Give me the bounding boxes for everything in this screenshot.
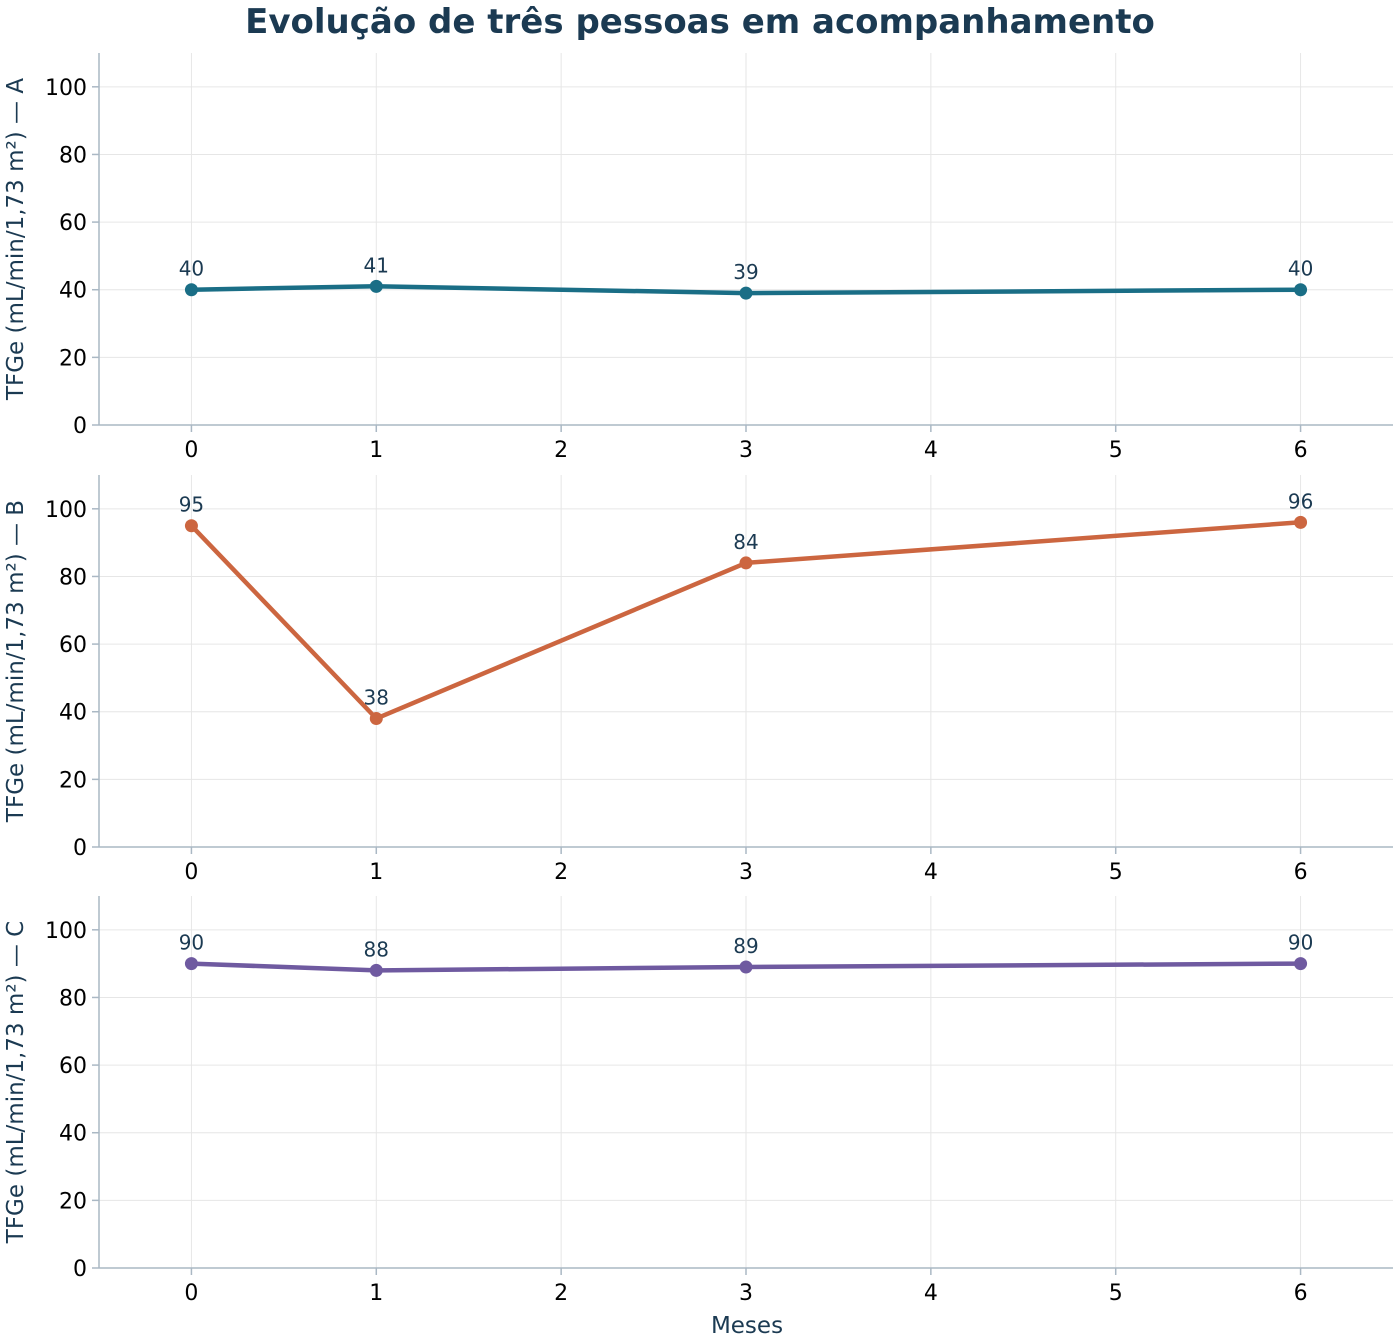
- data-point: [184, 283, 198, 297]
- data-label: 84: [733, 530, 758, 554]
- y-tick-label: 100: [45, 919, 87, 944]
- y-tick-label: 0: [73, 414, 87, 439]
- data-point: [739, 556, 753, 570]
- data-point: [1294, 283, 1308, 297]
- data-label: 89: [733, 934, 758, 958]
- x-tick-label: 5: [1109, 438, 1123, 463]
- y-tick-label: 20: [59, 768, 87, 793]
- x-axis-label: Meses: [711, 1313, 783, 1339]
- y-axis-label: TFGe (mL/min/1,73 m²) — C: [3, 921, 29, 1244]
- y-tick-label: 20: [59, 1189, 87, 1214]
- data-point: [739, 960, 753, 974]
- panel-2: 0 20 40 60 80 100 0 1 2 3 4 5 6 TFGe (mL/min/1,73 m²)…: [3, 475, 1393, 885]
- data-label: 41: [364, 253, 389, 277]
- panel-1: 0 20 40 60 80 100 0 1 2 3 4 5 6 TFGe (mL/min/1,73 m²)…: [3, 53, 1393, 463]
- x-tick-label: 6: [1294, 860, 1308, 885]
- y-tick-label: 40: [59, 701, 87, 726]
- y-axis-label: TFGe (mL/min/1,73 m²) — A: [3, 78, 29, 401]
- y-tick-label: 40: [59, 279, 87, 304]
- data-point: [184, 957, 198, 971]
- data-label: 90: [1288, 931, 1313, 955]
- x-tick-label: 3: [739, 860, 753, 885]
- data-point: [184, 519, 198, 533]
- data-label: 38: [364, 685, 389, 709]
- y-tick-label: 60: [59, 633, 87, 658]
- x-tick-label: 5: [1109, 860, 1123, 885]
- y-tick-label: 20: [59, 346, 87, 371]
- x-tick-label: 4: [924, 860, 938, 885]
- x-tick-label: 3: [739, 438, 753, 463]
- data-label: 90: [179, 931, 204, 955]
- x-tick-label: 5: [1109, 1281, 1123, 1306]
- data-point: [739, 286, 753, 300]
- data-label: 88: [364, 937, 389, 961]
- data-label: 96: [1288, 489, 1313, 513]
- x-tick-label: 4: [924, 438, 938, 463]
- y-tick-label: 80: [59, 986, 87, 1011]
- y-tick-label: 80: [59, 565, 87, 590]
- y-tick-label: 100: [45, 498, 87, 523]
- panel-3: 0 20 40 60 80 100 0 1 2 3 4 5 6 TFGe (mL/min/1,73 m²)…: [3, 896, 1393, 1306]
- x-tick-label: 1: [369, 438, 383, 463]
- data-point: [369, 711, 383, 725]
- x-tick-label: 3: [739, 1281, 753, 1306]
- x-tick-label: 6: [1294, 438, 1308, 463]
- y-tick-label: 100: [45, 76, 87, 101]
- y-tick-label: 40: [59, 1122, 87, 1147]
- x-tick-label: 1: [369, 860, 383, 885]
- data-label: 40: [179, 257, 204, 281]
- series-line: [189, 961, 1303, 973]
- data-point: [369, 963, 383, 977]
- data-point: [1294, 957, 1308, 971]
- x-tick-label: 2: [554, 438, 568, 463]
- data-point: [1294, 515, 1308, 529]
- y-tick-label: 0: [73, 836, 87, 861]
- data-label: 40: [1288, 257, 1313, 281]
- data-label: 39: [733, 260, 758, 284]
- x-tick-label: 0: [184, 1281, 198, 1306]
- x-tick-label: 6: [1294, 1281, 1308, 1306]
- y-tick-label: 60: [59, 211, 87, 236]
- x-tick-label: 2: [554, 860, 568, 885]
- x-tick-label: 0: [184, 860, 198, 885]
- y-tick-label: 80: [59, 143, 87, 168]
- series-line: [189, 520, 1303, 721]
- y-axis-label: TFGe (mL/min/1,73 m²) — B: [3, 500, 29, 823]
- x-tick-label: 1: [369, 1281, 383, 1306]
- series-line: [189, 284, 1303, 296]
- x-tick-label: 4: [924, 1281, 938, 1306]
- x-tick-label: 2: [554, 1281, 568, 1306]
- chart-title: Evolução de três pessoas em acompanhamen…: [245, 2, 1155, 42]
- data-point: [369, 279, 383, 293]
- y-tick-label: 0: [73, 1257, 87, 1282]
- x-tick-label: 0: [184, 438, 198, 463]
- data-label: 95: [179, 493, 204, 517]
- y-tick-label: 60: [59, 1054, 87, 1079]
